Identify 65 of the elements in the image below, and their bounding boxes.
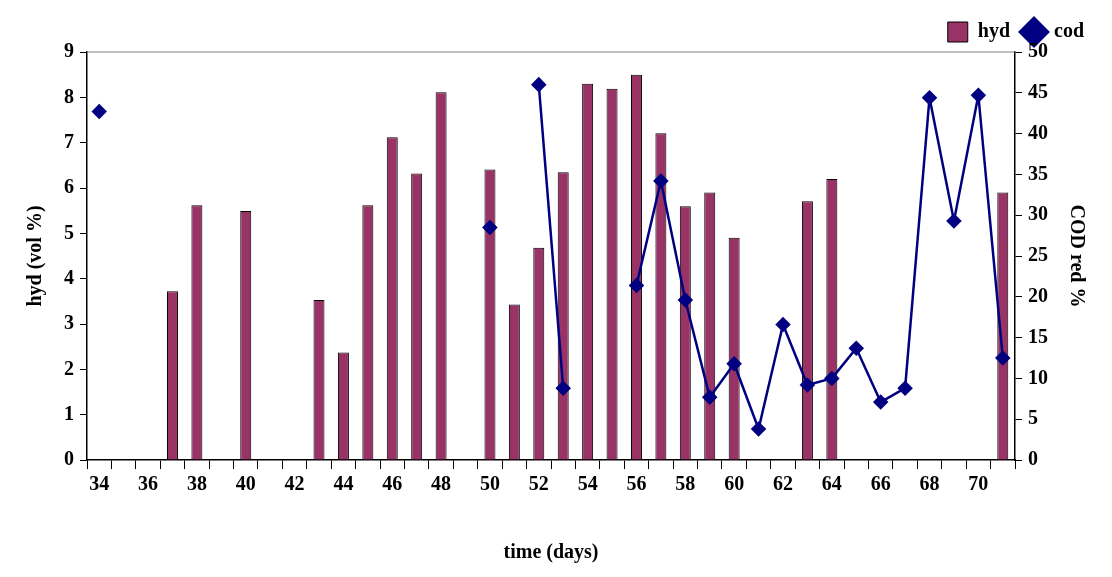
x-tick-label: 36 <box>138 472 159 495</box>
x-tick-label: 62 <box>773 472 793 495</box>
y-tick-label: 3 <box>64 311 74 334</box>
y-tick-label: 2 <box>64 356 74 379</box>
x-tick-label: 64 <box>821 472 842 495</box>
x-tick-label: 42 <box>284 472 305 495</box>
y-tick-label: 4 <box>64 265 74 288</box>
point <box>555 380 571 396</box>
y2-tick-label: 0 <box>1028 447 1038 470</box>
x-tick-label: 68 <box>919 472 940 495</box>
legend-label: hyd <box>977 19 1010 43</box>
legend-label: cod <box>1054 19 1084 42</box>
y2-tick-label: 45 <box>1028 79 1048 102</box>
point <box>726 356 742 371</box>
x-tick-label: 44 <box>333 472 354 495</box>
y2-axis-title: COD red % <box>1066 204 1089 308</box>
point <box>897 380 913 396</box>
x-tick-label: 34 <box>89 472 110 495</box>
x-tick-label: 58 <box>675 472 696 495</box>
y-tick-label: 8 <box>64 84 74 107</box>
point <box>629 278 644 293</box>
point <box>482 220 498 235</box>
x-tick-label: 52 <box>528 472 549 495</box>
x-tick-label: 38 <box>186 472 207 495</box>
point <box>800 377 815 393</box>
x-tick-label: 54 <box>577 472 598 495</box>
x-tick-label: 66 <box>870 472 891 495</box>
y2-tick-label: 10 <box>1028 365 1048 388</box>
y2-tick-label: 40 <box>1028 120 1048 143</box>
point <box>91 104 107 119</box>
y-tick-label: 0 <box>64 447 74 470</box>
x-tick-label: 70 <box>968 472 989 495</box>
point <box>922 90 937 105</box>
point <box>702 389 717 405</box>
y-tick-label: 9 <box>64 39 74 62</box>
point <box>531 77 547 92</box>
y2-tick-label: 15 <box>1028 324 1048 347</box>
x-tick-label: 56 <box>626 472 647 495</box>
point <box>849 340 864 356</box>
y-axis-title: hyd (vol %) <box>23 205 47 307</box>
y2-tick-label: 50 <box>1028 39 1048 62</box>
point <box>995 350 1011 366</box>
x-tick-label: 40 <box>235 472 256 495</box>
x-tick-label: 60 <box>724 472 745 495</box>
x-tick-label: 50 <box>479 472 500 495</box>
point <box>824 371 840 386</box>
point <box>653 173 669 189</box>
point <box>946 213 962 229</box>
y-tick-label: 7 <box>64 129 74 152</box>
y2-tick-label: 25 <box>1028 243 1048 266</box>
y-tick-label: 6 <box>64 175 74 198</box>
y-tick-label: 5 <box>64 220 74 243</box>
point <box>873 394 888 410</box>
x-tick-label: 46 <box>382 472 403 495</box>
point <box>678 292 693 308</box>
point <box>971 88 986 103</box>
y2-tick-label: 20 <box>1028 283 1048 306</box>
y-tick-label: 1 <box>64 401 74 424</box>
y2-tick-label: 35 <box>1028 161 1048 184</box>
y2-tick-label: 30 <box>1028 202 1048 225</box>
x-axis-title: time (days) <box>503 540 599 564</box>
point <box>775 317 791 332</box>
y2-tick-label: 5 <box>1028 406 1038 429</box>
x-tick-label: 48 <box>431 472 452 495</box>
point <box>751 421 766 437</box>
